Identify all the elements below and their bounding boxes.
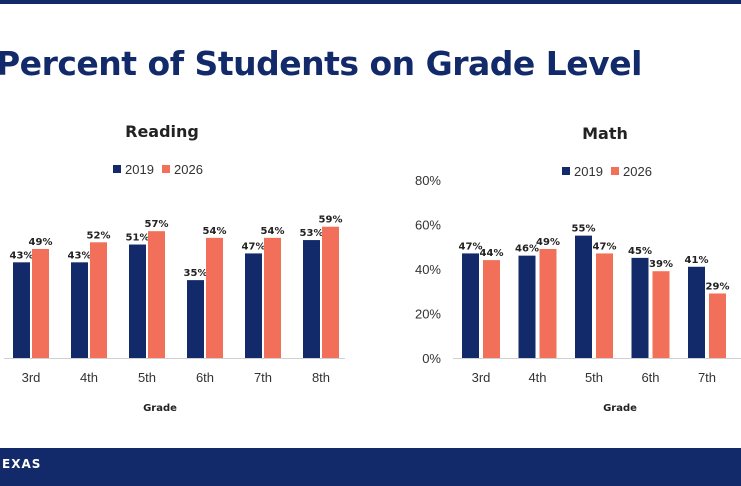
- y-tick-label: 80%: [415, 173, 441, 188]
- bar-2019-5th: [129, 244, 146, 358]
- data-label: 49%: [536, 237, 560, 248]
- bar-2026-4th: [90, 242, 107, 358]
- page-title: Percent of Students on Grade Level: [0, 44, 642, 83]
- data-label: 57%: [145, 219, 169, 230]
- reading-legend-swatch-2019: [113, 165, 121, 173]
- bar-2019-7th: [688, 266, 705, 358]
- category-label: 4th: [528, 370, 546, 385]
- math-chart: Math 2019 2026 Grade 0%20%40%60%80%47%44…: [415, 124, 741, 414]
- reading-chart-title: Reading: [125, 122, 199, 141]
- y-tick-label: 0%: [422, 351, 441, 366]
- data-label: 51%: [126, 233, 150, 244]
- data-label: 41%: [685, 255, 709, 266]
- data-label: 46%: [515, 244, 539, 255]
- category-label: 7th: [698, 370, 716, 385]
- bar-2019-6th: [631, 257, 649, 358]
- reading-x-axis-title: Grade: [143, 403, 177, 414]
- math-plot: 0%20%40%60%80%47%44%3rd46%49%4th55%47%5t…: [415, 173, 741, 385]
- bar-2026-6th: [206, 237, 223, 358]
- category-label: 3rd: [472, 370, 491, 385]
- data-label: 52%: [87, 230, 111, 241]
- category-label: 7th: [254, 370, 272, 385]
- data-label: 59%: [319, 215, 343, 226]
- data-label: 47%: [459, 241, 483, 252]
- bar-2019-3rd: [462, 253, 479, 358]
- data-label: 35%: [184, 268, 208, 279]
- category-label: 5th: [138, 370, 156, 385]
- reading-legend-swatch-2026: [162, 165, 170, 173]
- bar-2019-7th: [245, 253, 262, 358]
- bar-2019-5th: [575, 235, 592, 358]
- data-label: 47%: [593, 241, 617, 252]
- bar-2019-8th: [303, 240, 320, 358]
- category-label: 3rd: [22, 370, 41, 385]
- y-tick-label: 40%: [415, 262, 441, 277]
- category-label: 4th: [80, 370, 98, 385]
- data-label: 55%: [572, 224, 596, 235]
- bar-2026-7th: [709, 293, 726, 358]
- footer-band: EXAS: [0, 448, 741, 486]
- math-legend-label-2026: 2026: [623, 164, 652, 179]
- category-label: 5th: [585, 370, 603, 385]
- data-label: 54%: [203, 226, 227, 237]
- data-label: 49%: [29, 237, 53, 248]
- bar-2019-6th: [187, 280, 204, 358]
- bar-2019-3rd: [13, 262, 30, 358]
- y-tick-label: 20%: [415, 307, 441, 322]
- math-legend-swatch-2026: [611, 167, 619, 175]
- bar-2026-3rd: [483, 260, 500, 358]
- math-legend-label-2019: 2019: [574, 164, 603, 179]
- data-label: 39%: [649, 259, 673, 270]
- reading-chart: Reading 2019 2026 Grade 43%49%3rd43%52%4…: [4, 122, 345, 414]
- data-label: 43%: [10, 250, 34, 261]
- data-label: 43%: [68, 250, 92, 261]
- y-tick-label: 60%: [415, 218, 441, 233]
- bar-2026-8th: [322, 226, 339, 358]
- data-label: 47%: [242, 241, 266, 252]
- reading-legend-label-2019: 2019: [125, 162, 154, 177]
- data-label: 29%: [706, 281, 730, 292]
- footer-logo: EXAS: [2, 457, 42, 471]
- bar-2019-4th: [71, 262, 88, 358]
- bar-2026-6th: [652, 271, 670, 358]
- category-label: 6th: [196, 370, 214, 385]
- math-legend-swatch-2019: [562, 167, 570, 175]
- reading-plot: 43% 49% 3rd 43% 52% 4th 51% 57% 5th 35% 54% 6th 47% 5…: [4, 215, 345, 385]
- bar-2019-4th: [518, 255, 536, 358]
- data-label: 53%: [300, 228, 324, 239]
- bar-2026-7th: [264, 237, 281, 358]
- data-label: 54%: [261, 226, 285, 237]
- category-label: 6th: [641, 370, 659, 385]
- math-chart-title: Math: [582, 124, 628, 143]
- math-x-axis-title: Grade: [603, 403, 637, 414]
- data-label: 44%: [480, 248, 504, 259]
- data-label: 45%: [628, 246, 652, 257]
- bar-2026-4th: [539, 248, 557, 358]
- top-rule: [0, 0, 741, 4]
- bar-2026-5th: [596, 253, 613, 358]
- reading-legend-label-2026: 2026: [174, 162, 203, 177]
- bar-2026-5th: [148, 231, 165, 358]
- bar-2026-3rd: [32, 248, 49, 358]
- charts-canvas: Reading 2019 2026 Grade 43%49%3rd43%52%4…: [4, 122, 741, 414]
- category-label: 8th: [312, 370, 330, 385]
